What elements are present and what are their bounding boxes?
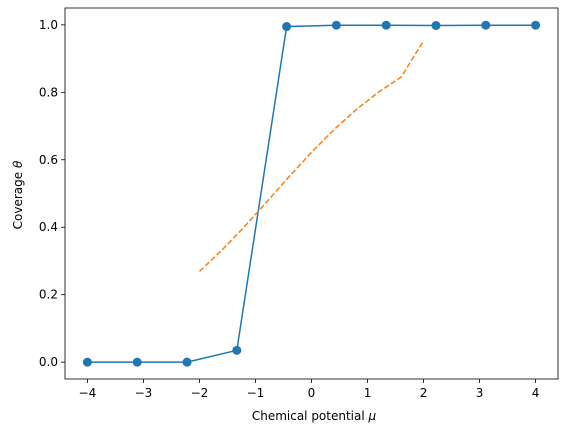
series-1-point [282, 22, 292, 32]
series-1-point [232, 345, 242, 355]
x-tick-label: 3 [476, 386, 484, 400]
x-tick-label: −2 [191, 386, 209, 400]
series-1-point [132, 357, 142, 367]
series-2-line [198, 40, 425, 272]
series-1-point [182, 357, 192, 367]
y-tick-label: 1.0 [39, 18, 58, 32]
x-tick-label: −3 [135, 386, 153, 400]
x-tick-label: 2 [420, 386, 428, 400]
y-axis-label: Coverage θ [11, 160, 25, 229]
y-tick-label: 0.8 [39, 85, 58, 99]
x-axis-label: Chemical potential μ [252, 409, 377, 423]
x-tick-label: 4 [532, 386, 540, 400]
x-tick-label: 1 [364, 386, 372, 400]
y-tick-label: 0.4 [39, 220, 58, 234]
y-tick-label: 0.6 [39, 153, 58, 167]
series-1-point [331, 20, 341, 30]
series-1-line [87, 24, 536, 363]
series-1-point [431, 21, 441, 31]
series-1-point [381, 20, 391, 30]
series-1-point [481, 20, 491, 30]
x-tick-label: −1 [247, 386, 265, 400]
y-tick-label: 0.2 [39, 288, 58, 302]
series-1-point [82, 357, 92, 367]
series-1-point [531, 20, 541, 30]
x-tick-label: 0 [308, 386, 316, 400]
x-tick-label: −4 [79, 386, 97, 400]
y-tick-label: 0.0 [39, 355, 58, 369]
